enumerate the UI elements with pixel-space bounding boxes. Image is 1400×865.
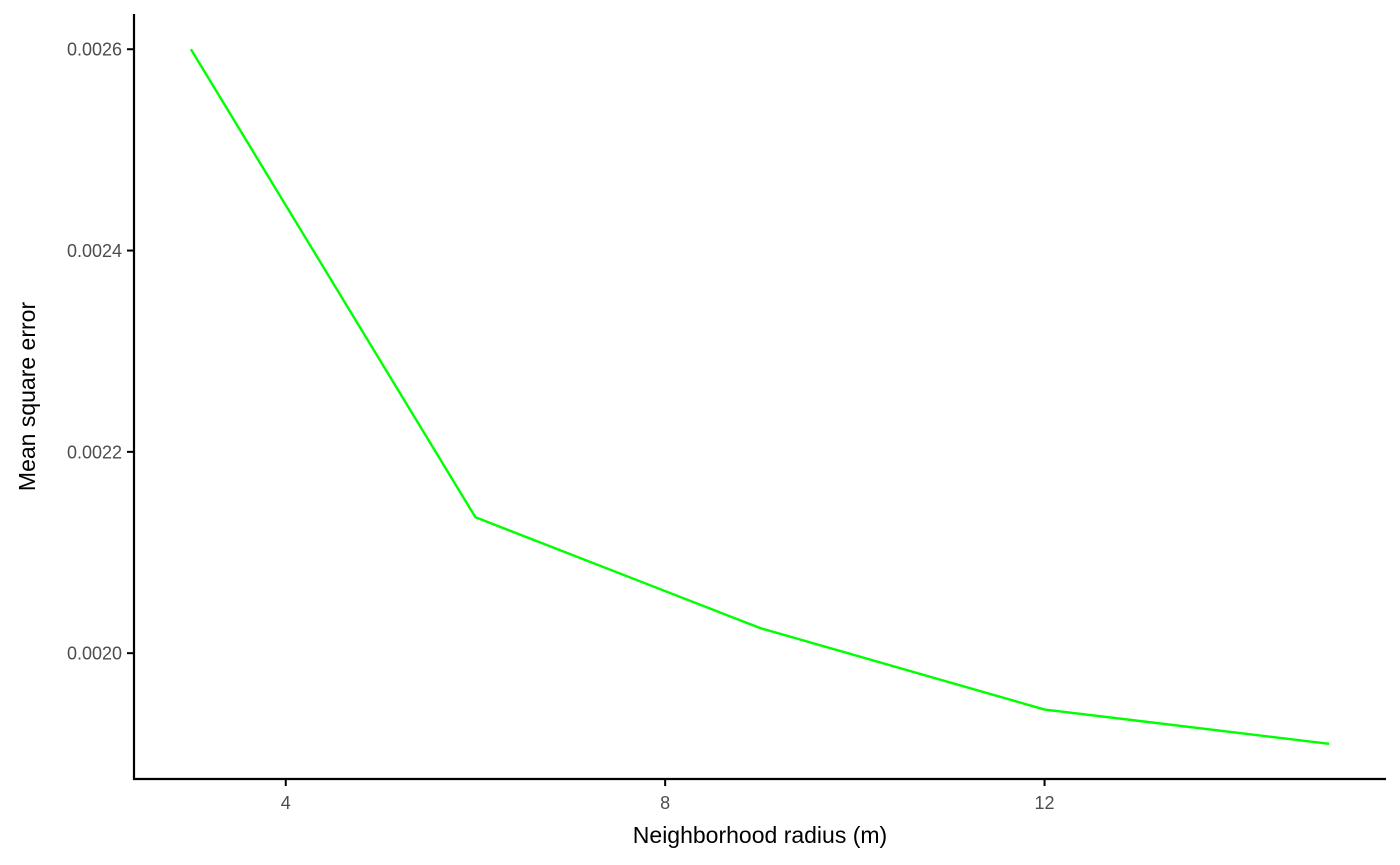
y-tick-label: 0.0022 xyxy=(67,442,122,462)
x-axis-ticks: 4 8 12 xyxy=(281,779,1055,813)
y-axis-title: Mean square error xyxy=(14,302,40,492)
plot-area xyxy=(189,48,1330,745)
x-axis-title: Neighborhood radius (m) xyxy=(633,822,887,848)
series-line xyxy=(189,48,1330,745)
y-tick-label: 0.0020 xyxy=(67,644,122,664)
x-tick-label: 12 xyxy=(1035,793,1055,813)
x-tick-label: 8 xyxy=(660,793,670,813)
y-axis-ticks: 0.0020 0.0022 0.0024 0.0026 xyxy=(67,40,134,664)
y-tick-label: 0.0026 xyxy=(67,40,122,60)
x-tick-label: 4 xyxy=(281,793,291,813)
y-tick-label: 0.0024 xyxy=(67,241,122,261)
